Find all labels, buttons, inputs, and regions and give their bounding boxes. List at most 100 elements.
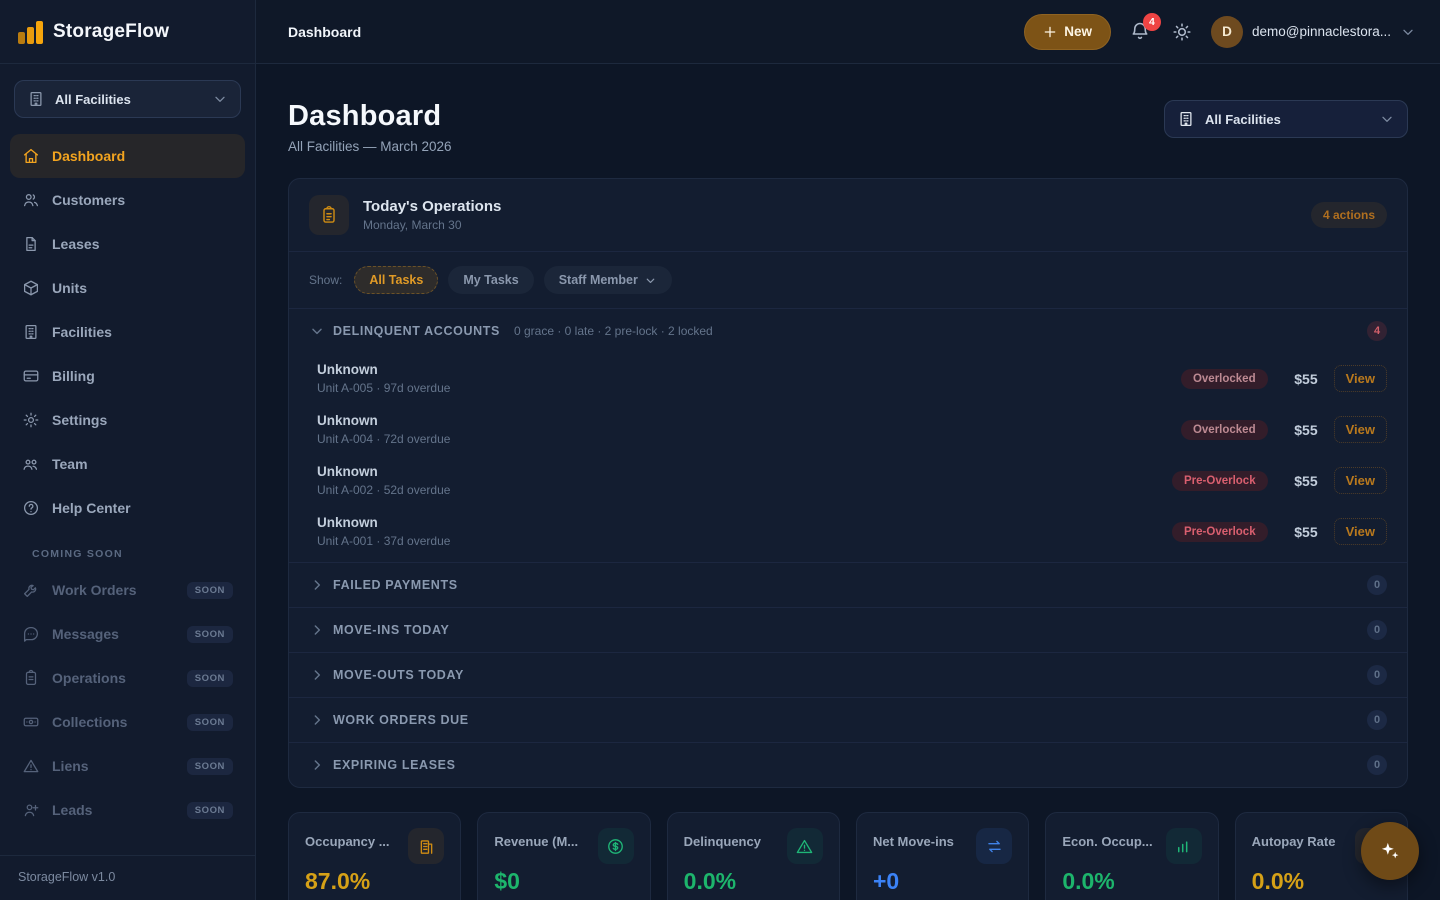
soon-badge: SOON [186, 625, 233, 643]
kpi-value: 87.0% [305, 868, 371, 894]
section-title: DELINQUENT ACCOUNTS [333, 324, 500, 338]
warning-triangle-icon [786, 828, 823, 864]
sidebar-item-leads[interactable]: Leads SOON [10, 788, 245, 832]
tenant-name: Unknown [317, 515, 378, 530]
brand-name: StorageFlow [53, 20, 170, 42]
assistant-fab-button[interactable] [1361, 822, 1419, 880]
tenant-name: Unknown [317, 413, 378, 428]
chevron-right-icon [314, 670, 321, 680]
soon-badge: SOON [186, 581, 233, 599]
sidebar-item-leases[interactable]: Leases [10, 222, 245, 266]
facility-filter-dropdown[interactable]: All Facilities [1164, 100, 1408, 138]
document-icon [26, 236, 36, 252]
view-button[interactable]: View [1333, 365, 1387, 392]
section-delinquent-accounts[interactable]: DELINQUENT ACCOUNTS 0 grace · 0 late · 2… [289, 308, 1407, 353]
chevron-down-icon [646, 278, 655, 283]
sidebar-item-operations[interactable]: Operations SOON [10, 656, 245, 700]
tenant-name: Unknown [317, 362, 378, 377]
kpi-net-move-ins-card[interactable]: Net Move-ins +0 0 in / 0 out [855, 812, 1030, 900]
chevron-right-icon [314, 760, 321, 770]
user-menu[interactable]: D demo@pinnaclestora... [1210, 15, 1416, 48]
section-failed-payments[interactable]: FAILED PAYMENTS 0 [289, 562, 1407, 607]
delinquent-row: Unknown Unit A-002 · 52d overdue Pre-Ove… [289, 455, 1407, 506]
soon-badge: SOON [186, 801, 233, 819]
section-title: WORK ORDERS DUE [333, 713, 469, 727]
section-move-ins-today[interactable]: MOVE-INS TODAY 0 [289, 607, 1407, 652]
kpi-occupancy-card[interactable]: Occupancy ... 87.0% 870 of 1000 units [288, 812, 462, 900]
status-badge: Pre-Overlock [1172, 521, 1268, 542]
kpi-revenue-card[interactable]: Revenue (M... $0 $0 collected [477, 812, 651, 900]
amount-due: $55 [1294, 472, 1318, 489]
new-button[interactable]: New [1024, 13, 1111, 50]
sidebar-item-help-center[interactable]: Help Center [10, 486, 245, 530]
sidebar-item-units[interactable]: Units [10, 266, 245, 310]
view-button[interactable]: View [1333, 518, 1387, 545]
section-count-badge: 4 [1367, 321, 1387, 341]
filter-my-tasks[interactable]: My Tasks [448, 266, 534, 294]
tenant-name: Unknown [317, 464, 378, 479]
actions-count-badge: 4 actions [1310, 202, 1387, 228]
kpi-economic-occupancy-card[interactable]: Econ. Occup... 0.0% Avg rent $117/unit [1045, 812, 1219, 900]
sidebar-item-billing[interactable]: Billing [10, 354, 245, 398]
section-move-outs-today[interactable]: MOVE-OUTS TODAY 0 [289, 652, 1407, 697]
filter-label: My Tasks [463, 273, 519, 287]
wrench-icon [23, 584, 37, 598]
sidebar-item-liens[interactable]: Liens SOON [10, 744, 245, 788]
sidebar-item-label: Leads [52, 802, 93, 818]
chevron-down-icon [1403, 29, 1413, 35]
sidebar-item-dashboard[interactable]: Dashboard [10, 134, 245, 178]
filter-staff-member-dropdown[interactable]: Staff Member [543, 266, 672, 294]
unit-detail: Unit A-005 · 97d overdue [317, 381, 451, 395]
warning-triangle-icon [23, 759, 39, 773]
notifications-button[interactable]: 4 [1129, 12, 1161, 44]
status-badge: Overlocked [1180, 368, 1268, 389]
sidebar-facility-selector[interactable]: All Facilities [14, 80, 241, 118]
section-count-badge: 0 [1367, 620, 1387, 640]
gear-icon [23, 412, 39, 428]
section-meta: 0 grace · 0 late · 2 pre-lock · 2 locked [513, 324, 713, 338]
delinquent-row: Unknown Unit A-001 · 37d overdue Pre-Ove… [289, 506, 1407, 562]
sidebar: StorageFlow All Facilities Dashboard Cus… [0, 0, 256, 900]
view-button[interactable]: View [1333, 467, 1387, 494]
sidebar-nav: Dashboard Customers Leases Units Facilit… [0, 124, 255, 832]
sidebar-item-settings[interactable]: Settings [10, 398, 245, 442]
sidebar-item-label: Leases [52, 236, 100, 252]
unit-detail: Unit A-004 · 72d overdue [317, 432, 451, 446]
sun-icon[interactable] [1171, 21, 1193, 43]
sidebar-item-work-orders[interactable]: Work Orders SOON [10, 568, 245, 612]
sidebar-item-label: Dashboard [52, 148, 126, 164]
section-work-orders-due[interactable]: WORK ORDERS DUE 0 [289, 697, 1407, 742]
kpi-delinquency-card[interactable]: Delinquency 0.0% 0 accounts past due [666, 812, 840, 900]
sidebar-item-facilities[interactable]: Facilities [10, 310, 245, 354]
delinquent-row: Unknown Unit A-005 · 97d overdue Overloc… [289, 353, 1407, 404]
section-count-badge: 0 [1367, 710, 1387, 730]
clipboard-icon [25, 669, 37, 686]
sidebar-item-messages[interactable]: Messages SOON [10, 612, 245, 656]
bell-icon [1132, 22, 1148, 39]
dollar-circle-icon [597, 828, 634, 864]
avatar: D [1210, 15, 1243, 48]
notification-count-badge: 4 [1142, 12, 1161, 31]
sidebar-item-label: Operations [52, 670, 126, 686]
filter-all-tasks[interactable]: All Tasks [354, 266, 439, 294]
sidebar-item-collections[interactable]: Collections SOON [10, 700, 245, 744]
users-icon [23, 194, 39, 207]
sidebar-item-team[interactable]: Team [10, 442, 245, 486]
building-icon [408, 828, 445, 864]
chevron-down-icon [312, 328, 322, 335]
home-icon [23, 148, 39, 164]
chevron-right-icon [314, 625, 321, 635]
section-title: MOVE-OUTS TODAY [333, 668, 464, 682]
soon-badge: SOON [186, 757, 233, 775]
banknote-icon [23, 717, 39, 727]
operations-date: Monday, March 30 [363, 218, 462, 232]
kpi-value: 0.0% [683, 868, 737, 894]
view-button[interactable]: View [1333, 416, 1387, 443]
filter-label: Staff Member [558, 273, 638, 287]
kpi-value: 0.0% [1251, 868, 1305, 894]
section-expiring-leases[interactable]: EXPIRING LEASES 0 [289, 742, 1407, 787]
kpi-cards-row: Occupancy ... 87.0% 870 of 1000 units Re… [288, 812, 1408, 900]
sidebar-item-customers[interactable]: Customers [10, 178, 245, 222]
sparkles-icon [1381, 842, 1399, 859]
